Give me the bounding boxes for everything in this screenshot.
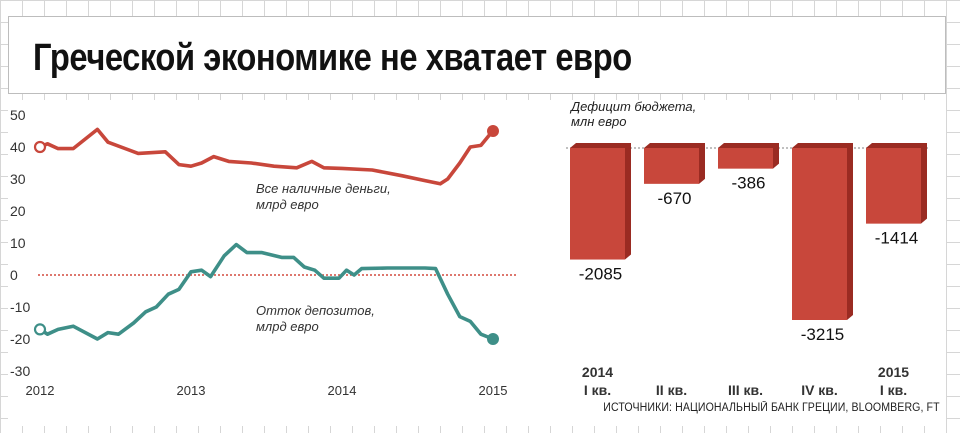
series-label: млрд евро — [256, 319, 319, 334]
bar-category-year: 2015 — [878, 364, 909, 380]
x-tick-label: 2013 — [177, 383, 206, 398]
bar-value-label: -670 — [657, 189, 691, 208]
series-line — [38, 127, 495, 186]
bar — [792, 148, 847, 320]
bar-value-label: -1414 — [875, 229, 918, 248]
series-label: млрд евро — [256, 197, 319, 212]
series-label: Отток депозитов, — [256, 303, 375, 318]
series-start-marker — [33, 140, 47, 154]
series-end-marker — [487, 125, 499, 137]
bar — [718, 148, 773, 169]
bar-value-label: -3215 — [801, 325, 844, 344]
page-title: Греческой экономике не хватает евро — [33, 37, 632, 79]
bar-chart-title: млн евро — [571, 114, 627, 129]
y-tick-label: -30 — [10, 363, 30, 379]
y-tick-label: 50 — [10, 107, 26, 123]
bar-category-label: I кв. — [880, 382, 907, 398]
bar — [570, 148, 625, 260]
y-tick-label: 30 — [10, 171, 26, 187]
bar-value-label: -2085 — [579, 265, 622, 284]
bar — [644, 148, 699, 184]
title-box: Греческой экономике не хватает евро — [8, 16, 946, 94]
bar — [866, 148, 921, 224]
x-tick-label: 2014 — [328, 383, 357, 398]
bar-value-label: -386 — [731, 174, 765, 193]
series-start-marker — [33, 323, 47, 336]
y-tick-label: 10 — [10, 235, 26, 251]
y-tick-label: -10 — [10, 299, 30, 315]
y-tick-label: 0 — [10, 267, 18, 283]
bar-category-label: II кв. — [656, 382, 687, 398]
series-line — [38, 242, 495, 341]
x-tick-label: 2012 — [26, 383, 55, 398]
series-end-marker — [487, 333, 499, 345]
bar-category-label: III кв. — [728, 382, 763, 398]
source-note: ИСТОЧНИКИ: НАЦИОНАЛЬНЫЙ БАНК ГРЕЦИИ, BLO… — [603, 402, 940, 414]
y-tick-label: 40 — [10, 139, 26, 155]
bar-category-label: I кв. — [584, 382, 611, 398]
chart-svg: 50 40 30 20 10 0 -10 -20 -30 2012 2013 2014 2015 Все … — [8, 99, 930, 426]
chart-panel: 50 40 30 20 10 0 -10 -20 -30 2012 2013 2014 2015 Все … — [8, 99, 946, 426]
line-chart-area — [8, 100, 533, 426]
x-tick-label: 2015 — [479, 383, 508, 398]
series-label: Все наличные деньги, — [256, 181, 391, 196]
bar-category-year: 2014 — [582, 364, 613, 380]
y-tick-label: 20 — [10, 203, 26, 219]
y-tick-label: -20 — [10, 331, 30, 347]
bar-category-label: IV кв. — [801, 382, 838, 398]
bar-chart-title: Дефицит бюджета, — [569, 100, 696, 114]
